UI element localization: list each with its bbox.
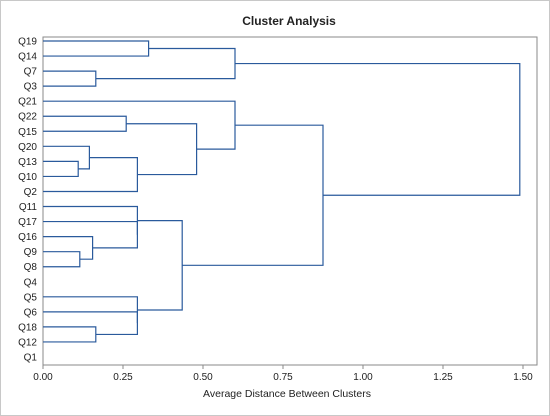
plot-area xyxy=(42,36,538,366)
leaf-label-q6: Q6 xyxy=(24,307,38,318)
merge-link-5 xyxy=(43,70,97,87)
leaf-label-q20: Q20 xyxy=(18,142,37,153)
x-tick-label: 0.75 xyxy=(273,372,293,383)
merge-link-1 xyxy=(43,160,79,178)
chart-title: Cluster Analysis xyxy=(242,14,336,28)
leaf-labels: Q19 Q14 Q7 Q3 Q21 Q22 Q15 Q20 Q13 Q10 Q2 Q11 Q17 Q16 Q… xyxy=(18,37,37,364)
leaf-label-q9: Q9 xyxy=(24,247,38,258)
leaf-label-q22: Q22 xyxy=(18,112,37,123)
x-axis: 0.00 0.25 0.50 0.75 1.00 1.25 1.50 xyxy=(33,365,533,383)
merge-link-6 xyxy=(43,326,97,343)
leaf-label-q14: Q14 xyxy=(18,52,37,63)
x-axis-label: Average Distance Between Clusters xyxy=(203,388,371,400)
merge-link-18 xyxy=(182,124,324,266)
merge-link-4 xyxy=(43,236,94,260)
leaf-label-q4: Q4 xyxy=(24,277,38,288)
leaf-label-q16: Q16 xyxy=(18,232,37,243)
leaf-label-q13: Q13 xyxy=(18,157,37,168)
leaf-label-q10: Q10 xyxy=(18,172,37,183)
merge-link-10 xyxy=(43,311,138,336)
leaf-label-q19: Q19 xyxy=(18,37,37,48)
leaf-label-q11: Q11 xyxy=(19,202,38,213)
merge-link-12 xyxy=(43,296,138,324)
leaf-label-q21: Q21 xyxy=(18,97,37,108)
x-tick-label: 0.50 xyxy=(193,372,213,383)
x-tick-label: 1.00 xyxy=(353,372,373,383)
dendrogram-links xyxy=(43,40,521,343)
merge-link-2 xyxy=(43,251,81,268)
merge-link-17 xyxy=(137,220,183,311)
leaf-label-q15: Q15 xyxy=(18,127,37,138)
leaf-label-q1: Q1 xyxy=(24,353,38,364)
merge-link-11 xyxy=(43,40,150,57)
leaf-label-q3: Q3 xyxy=(24,82,38,93)
x-tick-label: 0.25 xyxy=(113,372,133,383)
merge-link-14 xyxy=(95,47,236,80)
x-tick-label: 0.00 xyxy=(33,372,53,383)
leaf-label-q12: Q12 xyxy=(18,337,37,348)
leaf-label-q18: Q18 xyxy=(18,322,37,333)
leaf-label-q5: Q5 xyxy=(24,292,38,303)
leaf-label-q8: Q8 xyxy=(24,262,38,273)
merge-link-9 xyxy=(43,220,138,249)
leaf-label-q7: Q7 xyxy=(24,67,38,78)
merge-link-8 xyxy=(43,157,138,193)
leaf-label-q17: Q17 xyxy=(18,217,37,228)
x-tick-label: 1.25 xyxy=(433,372,453,383)
merge-link-19 xyxy=(235,62,521,196)
merge-link-16 xyxy=(43,205,138,235)
merge-link-3 xyxy=(43,145,90,170)
leaf-label-q2: Q2 xyxy=(24,187,38,198)
merge-link-13 xyxy=(126,123,198,176)
merge-link-15 xyxy=(43,100,236,150)
x-tick-label: 1.50 xyxy=(513,372,533,383)
merge-link-7 xyxy=(43,115,127,132)
